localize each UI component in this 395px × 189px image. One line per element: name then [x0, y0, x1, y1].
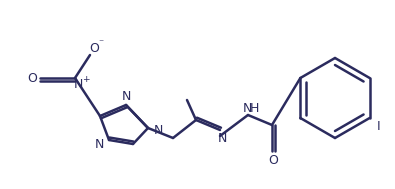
Text: N: N	[217, 132, 227, 146]
Text: N: N	[73, 78, 83, 91]
Text: H: H	[249, 101, 259, 115]
Text: O: O	[89, 43, 99, 56]
Text: I: I	[377, 119, 380, 132]
Text: N: N	[242, 101, 252, 115]
Text: N: N	[94, 139, 103, 152]
Text: O: O	[268, 153, 278, 167]
Text: ⁻: ⁻	[98, 38, 103, 48]
Text: +: +	[82, 75, 90, 84]
Text: N: N	[153, 125, 163, 138]
Text: N: N	[121, 91, 131, 104]
Text: O: O	[27, 73, 37, 85]
